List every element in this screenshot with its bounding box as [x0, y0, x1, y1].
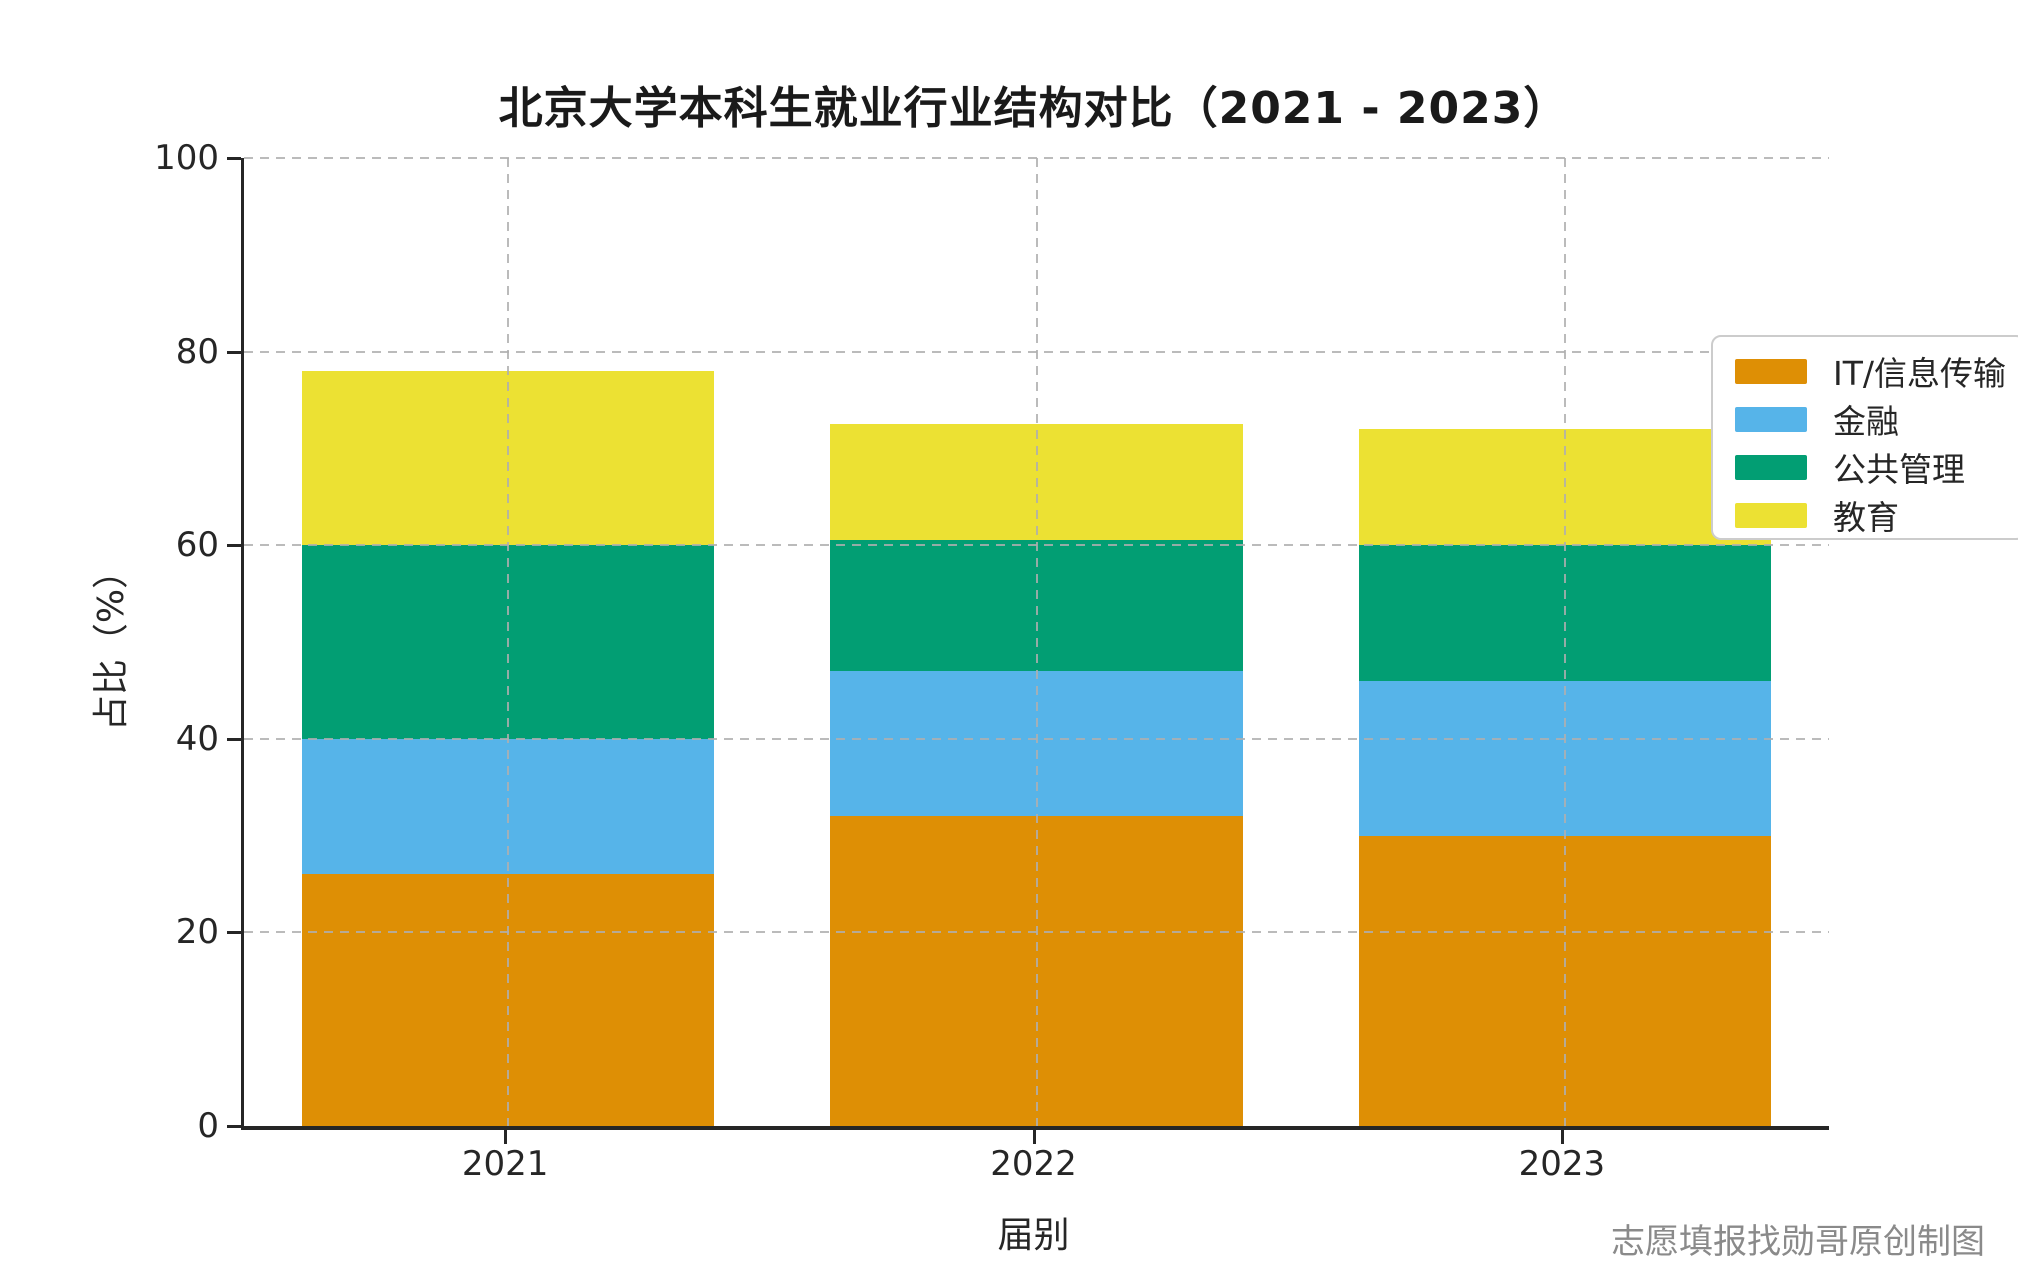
- chart-title: 北京大学本科生就业行业结构对比（2021 - 2023）: [498, 83, 1569, 134]
- y-tick-label: 60: [175, 525, 219, 566]
- x-tick-label: 2023: [1518, 1144, 1606, 1184]
- y-tick-mark: [227, 737, 241, 741]
- y-tick-mark: [227, 157, 241, 160]
- y-tick-mark: [227, 544, 241, 548]
- legend-label: 金融: [1833, 402, 1899, 441]
- legend-color-swatch: [1735, 406, 1807, 432]
- watermark-text: 志愿填报找勋哥原创制图: [1611, 1222, 1985, 1262]
- legend-item: 教育: [1735, 491, 2018, 539]
- y-tick-mark: [227, 931, 241, 935]
- x-tick-mark: [1560, 1130, 1564, 1144]
- plot-area: IT/信息传输 金融公共管理教育: [241, 157, 2018, 1130]
- x-tick-label: 2021: [461, 1144, 549, 1184]
- legend-item: IT/信息传输: [1735, 347, 2018, 395]
- x-tick-mark: [504, 1130, 508, 1144]
- y-tick-label: 100: [154, 138, 219, 178]
- y-tick-label: 0: [197, 1106, 219, 1146]
- x-axis-label: 届别: [997, 1215, 1070, 1256]
- legend-color-swatch: [1735, 454, 1807, 480]
- legend-label: 教育: [1833, 498, 1899, 537]
- legend-item: 金融: [1735, 395, 2018, 443]
- y-tick-mark: [227, 1125, 241, 1128]
- vertical-gridline: [1035, 158, 1038, 1126]
- vertical-gridline: [507, 158, 510, 1126]
- y-tick-mark: [227, 350, 241, 354]
- x-tick-mark: [1032, 1130, 1036, 1144]
- legend-color-swatch: [1735, 502, 1807, 528]
- y-axis-label: 占比（%）: [91, 552, 132, 732]
- vertical-gridline: [1563, 158, 1566, 1126]
- y-tick-label: 40: [175, 718, 219, 759]
- legend-item: 公共管理: [1735, 443, 2018, 491]
- legend: IT/信息传输 金融公共管理教育: [1711, 335, 2018, 540]
- x-tick-label: 2022: [990, 1144, 1077, 1184]
- legend-label: IT/信息传输: [1833, 354, 2007, 393]
- y-tick-label: 20: [175, 912, 219, 953]
- legend-label: 公共管理: [1833, 450, 1965, 489]
- y-tick-label: 80: [175, 331, 219, 372]
- legend-color-swatch: [1735, 358, 1807, 384]
